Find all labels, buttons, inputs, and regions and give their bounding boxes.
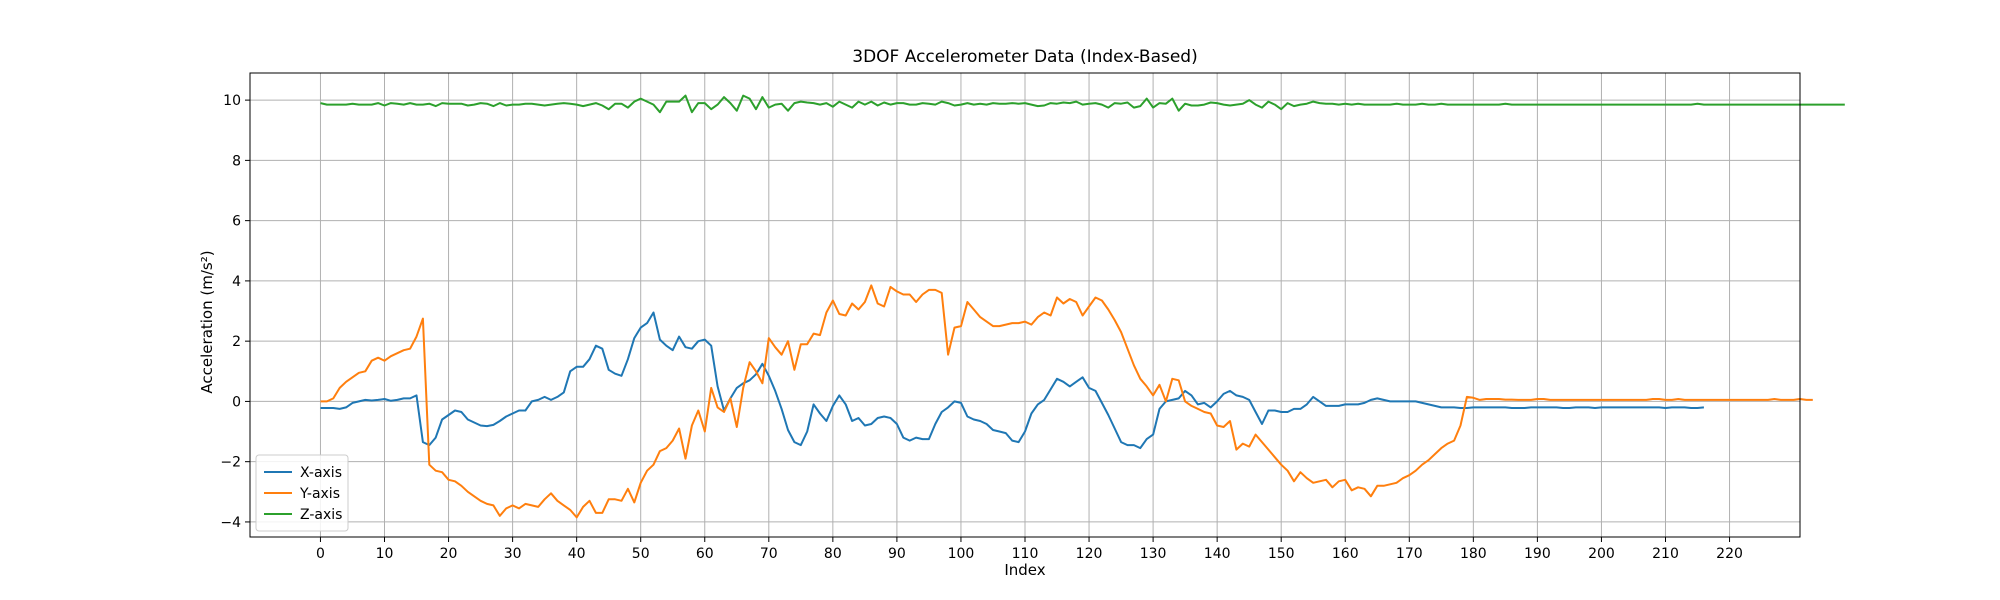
- y-tick-label: 8: [232, 153, 241, 169]
- x-tick-label: 150: [1268, 546, 1295, 562]
- x-tick-label: 210: [1652, 546, 1679, 562]
- x-tick-label: 160: [1332, 546, 1359, 562]
- x-tick-label: 50: [632, 546, 650, 562]
- legend-box: [255, 454, 349, 532]
- y-tick-label: −2: [220, 455, 241, 471]
- x-tick-label: 130: [1140, 546, 1167, 562]
- x-tick-label: 70: [760, 546, 778, 562]
- series-line-x-axis: [320, 311, 1704, 450]
- x-tick-label: 30: [504, 546, 522, 562]
- y-axis-label: Acceleration (m/s²): [198, 250, 216, 393]
- x-tick-label: 20: [440, 546, 458, 562]
- y-tick-label: 4: [232, 274, 241, 290]
- series-line-y-axis: [320, 284, 1813, 519]
- x-tick-label: 120: [1076, 546, 1103, 562]
- x-tick-label: 80: [824, 546, 842, 562]
- chart-title: 3DOF Accelerometer Data (Index-Based): [852, 47, 1197, 67]
- x-axis-ticks: 0 10 20 30 40 50 60 70 80 90 100 110 120 130 140 150 160…: [316, 537, 1743, 562]
- y-tick-label: 2: [232, 334, 241, 350]
- x-tick-label: 10: [376, 546, 394, 562]
- legend-label: X-axis: [300, 465, 342, 481]
- x-tick-label: 180: [1460, 546, 1487, 562]
- x-tick-label: 60: [696, 546, 714, 562]
- x-tick-label: 200: [1588, 546, 1615, 562]
- x-tick-label: 110: [1012, 546, 1039, 562]
- y-tick-label: 10: [223, 93, 241, 109]
- x-tick-label: 100: [948, 546, 975, 562]
- series-line-z-axis: [320, 94, 1845, 114]
- legend: X-axis Y-axis Z-axis: [255, 454, 349, 532]
- x-axis-label: Index: [1004, 561, 1045, 579]
- x-tick-label: 220: [1716, 546, 1743, 562]
- grid-lines: [250, 73, 1800, 537]
- series-lines: [320, 94, 1845, 519]
- x-tick-label: 140: [1204, 546, 1231, 562]
- y-axis-ticks: −4 −2 0 2 4 6 8 10: [220, 93, 250, 531]
- x-tick-label: 0: [316, 546, 325, 562]
- x-tick-label: 190: [1524, 546, 1551, 562]
- y-tick-label: 6: [232, 214, 241, 230]
- x-tick-label: 40: [568, 546, 586, 562]
- x-tick-label: 170: [1396, 546, 1423, 562]
- y-tick-label: −4: [220, 515, 241, 531]
- legend-label: Z-axis: [300, 507, 342, 523]
- x-tick-label: 90: [888, 546, 906, 562]
- legend-label: Y-axis: [299, 486, 340, 502]
- y-tick-label: 0: [232, 394, 241, 410]
